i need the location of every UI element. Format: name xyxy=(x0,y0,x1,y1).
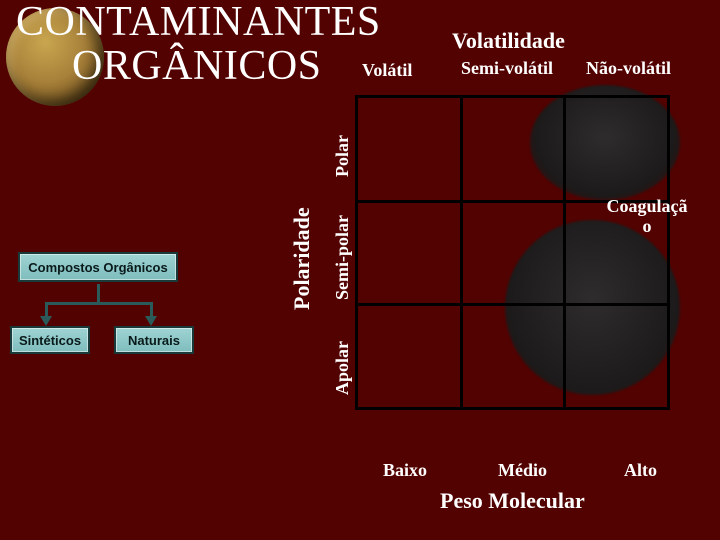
y-axis-title: Polaridade xyxy=(289,207,315,310)
x-bottom-baixo: Baixo xyxy=(383,460,427,481)
orgchart-arrow-right xyxy=(145,316,157,326)
orgchart-connector-down xyxy=(97,284,100,302)
annotation-coagulacao: Coagulaçã o xyxy=(592,197,702,237)
y-row-apolar: Apolar xyxy=(332,341,353,395)
x-axis-title-bottom: Peso Molecular xyxy=(440,488,585,514)
page-title: CONTAMINANTES ORGÂNICOS xyxy=(16,0,381,88)
y-row-semipolar: Semi-polar xyxy=(332,215,353,300)
x-col-naovolatil: Não-volátil xyxy=(586,58,671,79)
title-line-1: CONTAMINANTES xyxy=(16,0,381,44)
y-row-polar: Polar xyxy=(332,135,353,177)
orgchart-arrow-left xyxy=(40,316,52,326)
x-bottom-alto: Alto xyxy=(624,460,657,481)
x-bottom-medio: Médio xyxy=(498,460,547,481)
orgchart-parent: Compostos Orgânicos xyxy=(18,252,178,282)
matrix-grid xyxy=(355,95,670,410)
x-col-volatil: Volátil xyxy=(362,60,412,81)
orgchart-connector-hbar xyxy=(45,302,153,305)
title-line-2: ORGÂNICOS xyxy=(72,44,381,88)
orgchart-child-sinteticos: Sintéticos xyxy=(10,326,90,354)
orgchart-child-naturais: Naturais xyxy=(114,326,194,354)
x-axis-title-top: Volatilidade xyxy=(452,28,565,54)
x-col-semivolatil: Semi-volátil xyxy=(461,58,553,79)
